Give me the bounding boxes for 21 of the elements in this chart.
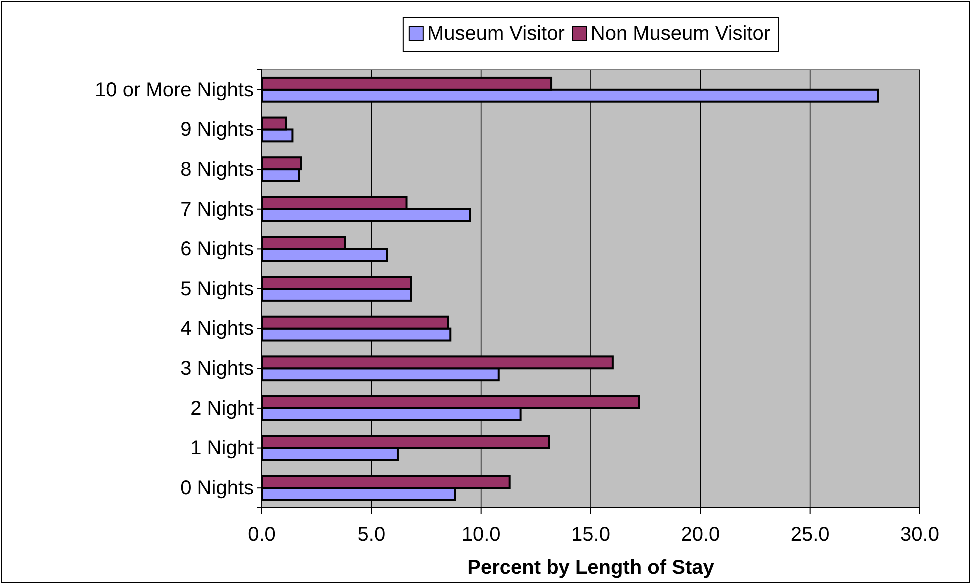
legend-label: Museum Visitor [427, 23, 566, 45]
y-tick-label: 8 Nights [180, 158, 254, 181]
x-tick-label: 5.0 [358, 524, 386, 546]
y-tick-label: 0 Nights [180, 477, 254, 500]
x-tick-label: 25.0 [790, 524, 830, 546]
y-tick-label: 7 Nights [180, 198, 254, 221]
y-tick-label: 3 Nights [180, 358, 254, 380]
y-tick-label: 4 Nights [180, 318, 254, 340]
x-tick-label: 10.0 [462, 524, 501, 546]
legend-label: Non Museum Visitor [590, 23, 771, 45]
x-tick-label: 20.0 [681, 524, 720, 546]
x-axis-title: Percent by Length of Stay [468, 557, 716, 579]
y-tick-label: 2 Night [190, 398, 254, 420]
x-tick-label: 0.0 [248, 524, 276, 546]
y-tick-label: 1 Night [190, 438, 254, 460]
y-tick-label: 9 Nights [180, 119, 254, 142]
y-tick-label: 6 Nights [180, 238, 254, 261]
y-tick-label: 5 Nights [180, 278, 254, 300]
y-tick-label: 10 or More Nights [95, 79, 254, 102]
x-tick-label: 15.0 [572, 524, 610, 546]
x-tick-label: 30.0 [900, 524, 940, 546]
